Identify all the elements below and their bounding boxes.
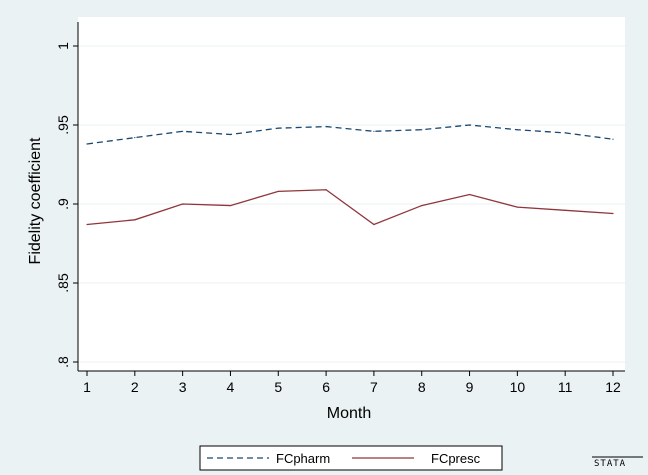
y-tick-label: .9 [55, 198, 71, 210]
y-tick-label: .8 [55, 356, 71, 368]
data-point [373, 130, 375, 132]
x-tick-label: 7 [370, 379, 378, 395]
data-point [468, 193, 471, 196]
data-point [229, 204, 232, 207]
series-line-FCpresc [86, 189, 614, 226]
svg-text:STATA: STATA [594, 459, 626, 469]
stata-brand: STATA [592, 456, 643, 469]
data-point [612, 138, 614, 140]
y-axis: .8 .85 .9 .95 1 [55, 22, 79, 371]
legend: FCpharm FCpresc [199, 445, 503, 471]
x-tick-label: 9 [466, 379, 474, 395]
data-point [468, 124, 471, 126]
data-point [134, 137, 136, 139]
y-tick-label: .85 [55, 273, 71, 293]
series-line-FCpharm [86, 124, 614, 145]
data-point [373, 223, 375, 226]
x-tick-label: 6 [322, 379, 330, 395]
x-axis-title: Month [327, 405, 371, 422]
x-tick-label: 11 [558, 379, 573, 395]
data-point [612, 212, 614, 215]
data-point [325, 125, 327, 128]
data-point [86, 223, 88, 226]
data-point [516, 206, 518, 208]
y-tick-label: .95 [55, 115, 71, 135]
data-point [516, 129, 518, 131]
data-point [564, 132, 566, 134]
y-axis-title: Fidelity coefficient [27, 137, 44, 264]
data-point [421, 129, 423, 131]
data-point [564, 209, 566, 211]
data-point [182, 130, 184, 132]
data-point [86, 143, 88, 145]
data-point [134, 219, 136, 221]
x-tick-label: 8 [418, 379, 426, 395]
series-lines [86, 124, 614, 226]
x-tick-label: 10 [510, 379, 526, 395]
plot-area [78, 17, 625, 371]
x-tick-label: 5 [274, 379, 282, 395]
x-axis: 1 2 3 4 5 6 7 8 9 10 11 12 [78, 370, 625, 395]
x-tick-label: 1 [83, 379, 91, 395]
data-point [229, 133, 232, 136]
data-point [325, 189, 327, 191]
data-point [277, 127, 279, 129]
x-tick-label: 12 [605, 379, 621, 395]
data-point [421, 204, 423, 207]
legend-label-FCpharm: FCpharm [276, 451, 330, 466]
data-point [277, 190, 279, 192]
x-tick-label: 4 [227, 379, 235, 395]
x-tick-label: 2 [131, 379, 139, 395]
gridlines [78, 45, 625, 363]
data-point [182, 203, 184, 205]
legend-label-FCpresc: FCpresc [431, 451, 481, 466]
y-tick-label: 1 [55, 42, 71, 50]
x-tick-label: 3 [179, 379, 187, 395]
